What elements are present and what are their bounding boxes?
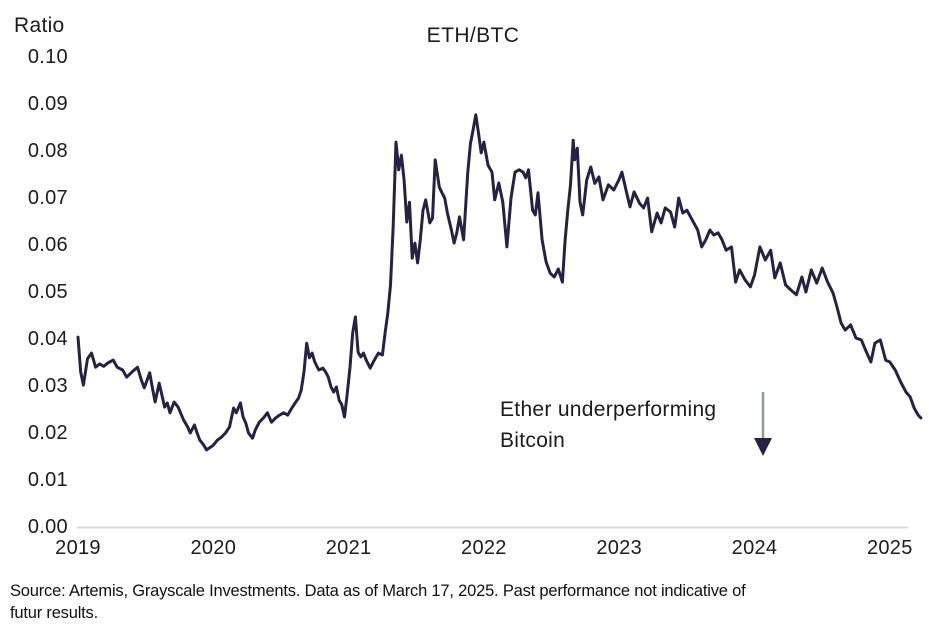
y-tick-label: 0.07 [27,187,68,209]
y-tick-label: 0.01 [27,469,68,491]
y-tick-label: 0.02 [27,422,68,444]
x-tick-label: 2023 [596,537,643,559]
x-tick-label: 2021 [325,537,372,559]
y-tick-label: 0.06 [27,234,68,256]
source-line-1: Source: Artemis, Grayscale Investments. … [10,582,746,600]
x-tick-label: 2025 [866,537,913,559]
y-tick-label: 0.05 [27,281,68,303]
source-text: Source: Artemis, Grayscale Investments. … [10,580,746,624]
y-tick-label: 0.10 [27,46,68,68]
annotation-text: Ether underperforming Bitcoin [500,394,716,456]
eth-btc-line [76,113,923,452]
y-tick-label: 0.09 [27,93,68,115]
x-tick-label: 2019 [55,537,101,559]
annotation-line-1: Ether underperforming [500,398,717,421]
y-tick-label: 0.08 [27,140,68,162]
x-tick-label: 2022 [461,537,507,559]
y-tick-label: 0.00 [27,516,68,538]
down-arrow-head [754,438,772,456]
page-title: ETH/BTC [426,24,520,47]
down-arrow-icon [754,392,772,456]
y-tick-label: 0.03 [27,375,68,397]
x-tick-label: 2020 [190,537,237,559]
y-axis-unit-label: Ratio [14,14,65,37]
annotation-line-2: Bitcoin [500,429,566,452]
x-tick-label: 2024 [731,537,778,559]
source-line-2: futur results. [10,604,98,622]
y-tick-label: 0.04 [27,328,68,350]
